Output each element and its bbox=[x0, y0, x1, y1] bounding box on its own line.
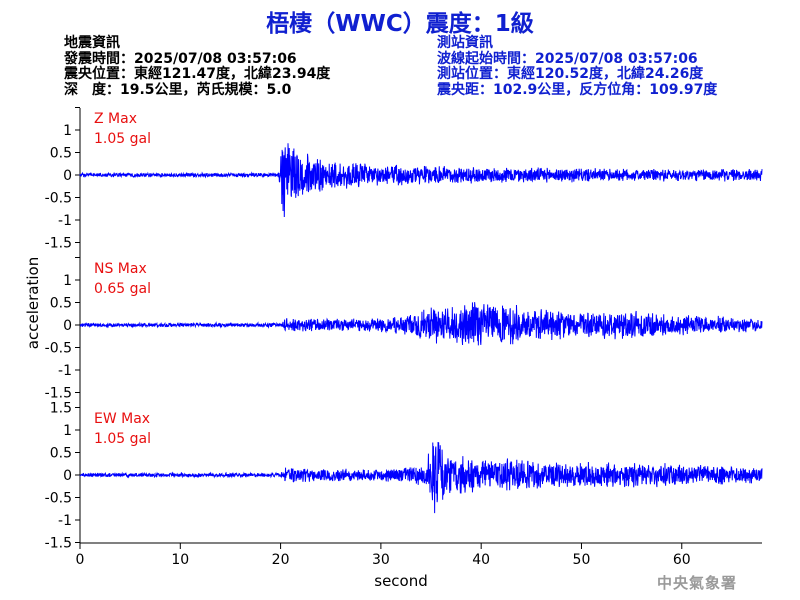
y-tick-label: -1 bbox=[58, 513, 72, 529]
y-tick-label: -1.5 bbox=[45, 236, 72, 252]
y-tick-label: -1 bbox=[58, 363, 72, 379]
y-tick-label: -1 bbox=[58, 213, 72, 229]
station-location: 測站位置：東經120.52度，北緯24.26度 bbox=[437, 66, 704, 83]
earthquake-info: 地震資訊 發震時間：2025/07/08 03:57:06 震央位置：東經121… bbox=[64, 35, 331, 98]
epicenter-location: 震央位置：東經121.47度，北緯23.94度 bbox=[64, 66, 331, 83]
trace-z bbox=[79, 143, 763, 218]
x-tick-label: 20 bbox=[272, 552, 290, 568]
max-value-ns: 0.65 gal bbox=[94, 281, 151, 297]
trace-ew bbox=[79, 441, 763, 514]
y-tick-label: -0.5 bbox=[45, 491, 72, 507]
y-tick-label: 1.5 bbox=[50, 401, 72, 417]
station-info-heading: 測站資訊 bbox=[437, 35, 493, 51]
x-tick-label: 50 bbox=[573, 552, 591, 568]
page-title: 梧棲（WWC）震度：1級 bbox=[266, 11, 534, 37]
y-tick-label: -1.5 bbox=[45, 386, 72, 402]
y-tick-label: -1.5 bbox=[45, 536, 72, 552]
y-tick-label: 0 bbox=[63, 318, 72, 334]
credit-label: 中央氣象署 bbox=[657, 574, 738, 592]
y-tick-label: -0.5 bbox=[45, 191, 72, 207]
depth-magnitude: 深 度：19.5公里，芮氏規模：5.0 bbox=[64, 81, 292, 98]
y-tick-label: 0.5 bbox=[50, 446, 72, 462]
y-tick-label: 1 bbox=[63, 423, 72, 439]
x-tick-label: 10 bbox=[171, 552, 189, 568]
trace-ns bbox=[79, 302, 763, 346]
y-tick-label: 0.5 bbox=[50, 146, 72, 162]
y-tick-label: 0.5 bbox=[50, 296, 72, 312]
y-tick-label: 1 bbox=[63, 273, 72, 289]
earthquake-time: 發震時間：2025/07/08 03:57:06 bbox=[64, 50, 297, 67]
y-tick-label: 0 bbox=[63, 468, 72, 484]
max-label-ns: NS Max bbox=[94, 261, 147, 277]
x-tick-label: 30 bbox=[372, 552, 390, 568]
max-label-ew: EW Max bbox=[94, 411, 150, 427]
wave-start-time: 波線起始時間：2025/07/08 03:57:06 bbox=[437, 50, 698, 67]
max-value-ew: 1.05 gal bbox=[94, 431, 151, 447]
y-tick-label: -0.5 bbox=[45, 341, 72, 357]
x-tick-label: 40 bbox=[472, 552, 490, 568]
earthquake-info-heading: 地震資訊 bbox=[64, 35, 120, 51]
max-value-z: 1.05 gal bbox=[94, 131, 151, 147]
max-label-z: Z Max bbox=[94, 111, 137, 127]
x-tick-label: 0 bbox=[76, 552, 85, 568]
y-tick-label: 0 bbox=[63, 168, 72, 184]
station-info: 測站資訊 波線起始時間：2025/07/08 03:57:06 測站位置：東經1… bbox=[437, 35, 718, 98]
x-tick-label: 60 bbox=[673, 552, 691, 568]
epicenter-distance: 震央距：102.9公里，反方位角：109.97度 bbox=[437, 81, 718, 98]
x-axis-title: second bbox=[374, 572, 428, 590]
y-axis-title: acceleration bbox=[24, 257, 42, 349]
y-tick-label: 1 bbox=[63, 123, 72, 139]
